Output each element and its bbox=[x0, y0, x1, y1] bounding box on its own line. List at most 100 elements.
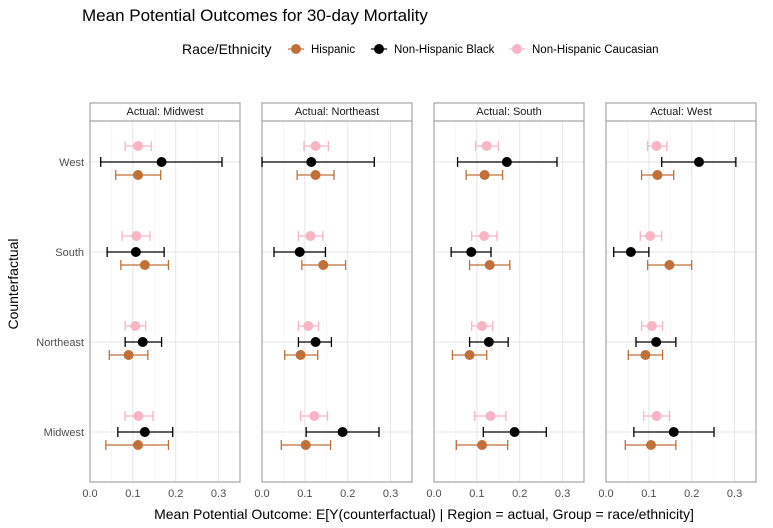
legend-key-dot bbox=[512, 44, 522, 54]
point-non-hispanic-black-northeast bbox=[483, 337, 494, 347]
series-non-hispanic-black bbox=[261, 157, 380, 437]
panel-strip-label: Actual: Midwest bbox=[126, 106, 203, 118]
y-tick-label-northeast: Northeast bbox=[36, 337, 84, 349]
point-non-hispanic-caucasian-northeast bbox=[130, 321, 141, 331]
y-tick-label-south: South bbox=[55, 247, 84, 259]
panel-grid bbox=[261, 121, 412, 482]
point-non-hispanic-black-south bbox=[466, 247, 477, 257]
series-non-hispanic-black bbox=[613, 157, 737, 437]
panel-strip-label: Actual: Northeast bbox=[295, 106, 379, 118]
x-tick-label: 0.2 bbox=[340, 488, 355, 500]
legend-key-dot bbox=[291, 44, 301, 54]
legend-label: Non-Hispanic Caucasian bbox=[532, 44, 659, 56]
legend-label: Non-Hispanic Black bbox=[394, 44, 495, 56]
panel-strip-label: Actual: South bbox=[476, 106, 541, 118]
point-hispanic-south bbox=[139, 260, 150, 270]
panel-border bbox=[261, 102, 413, 483]
panel-strip-label: Actual: West bbox=[650, 106, 712, 118]
x-tick-label: 0.0 bbox=[254, 488, 269, 500]
point-non-hispanic-caucasian-midwest bbox=[133, 411, 144, 421]
series-non-hispanic-caucasian bbox=[121, 141, 154, 421]
point-non-hispanic-caucasian-west bbox=[133, 141, 143, 151]
point-hispanic-northeast bbox=[640, 350, 651, 360]
x-tick-label: 0.0 bbox=[82, 488, 97, 500]
point-non-hispanic-black-northeast bbox=[137, 337, 148, 347]
point-non-hispanic-black-northeast bbox=[651, 337, 662, 347]
point-hispanic-northeast bbox=[295, 350, 306, 360]
x-tick-label: 0.2 bbox=[684, 488, 699, 500]
point-hispanic-midwest bbox=[646, 440, 656, 450]
series-hispanic bbox=[105, 170, 170, 450]
point-hispanic-midwest bbox=[300, 440, 311, 450]
point-non-hispanic-black-northeast bbox=[310, 337, 321, 347]
x-tick-label: 0.0 bbox=[426, 488, 441, 500]
point-non-hispanic-black-south bbox=[294, 247, 305, 257]
panel-border bbox=[605, 102, 757, 483]
x-tick-label: 0.1 bbox=[125, 488, 140, 500]
point-non-hispanic-black-south bbox=[130, 247, 141, 257]
panel-border bbox=[89, 102, 241, 483]
x-axis-title: Mean Potential Outcome: E[Y(counterfactu… bbox=[154, 506, 694, 522]
point-hispanic-midwest bbox=[477, 440, 487, 450]
point-hispanic-west bbox=[479, 170, 490, 180]
x-tick-label: 0.1 bbox=[297, 488, 312, 500]
panel-border bbox=[433, 102, 585, 483]
point-non-hispanic-caucasian-midwest bbox=[309, 411, 320, 421]
point-non-hispanic-black-midwest bbox=[139, 427, 150, 437]
panel-grid bbox=[605, 121, 756, 482]
point-non-hispanic-black-midwest bbox=[337, 427, 348, 437]
point-hispanic-northeast bbox=[464, 350, 475, 360]
chart-title: Mean Potential Outcomes for 30-day Morta… bbox=[82, 6, 428, 25]
legend-entry-non-hispanic-caucasian: Non-Hispanic Caucasian bbox=[509, 44, 659, 56]
point-non-hispanic-caucasian-northeast bbox=[646, 321, 657, 331]
series-non-hispanic-caucasian bbox=[639, 141, 671, 421]
x-tick-label: 0.0 bbox=[598, 488, 613, 500]
legend-entry-hispanic: Hispanic bbox=[288, 44, 355, 56]
x-tick-label: 0.2 bbox=[512, 488, 527, 500]
panel-grid bbox=[433, 121, 584, 482]
x-tick-label: 0.1 bbox=[641, 488, 656, 500]
point-non-hispanic-caucasian-west bbox=[651, 141, 662, 151]
point-non-hispanic-black-midwest bbox=[509, 427, 520, 437]
point-hispanic-west bbox=[133, 170, 143, 180]
point-hispanic-west bbox=[652, 170, 663, 180]
series-hispanic bbox=[280, 170, 347, 450]
point-non-hispanic-caucasian-south bbox=[131, 231, 142, 241]
point-non-hispanic-black-west bbox=[501, 157, 512, 167]
point-non-hispanic-caucasian-midwest bbox=[651, 411, 662, 421]
y-axis: Midwest Northeast South West bbox=[36, 157, 84, 439]
point-non-hispanic-black-south bbox=[625, 247, 636, 257]
legend-label: Hispanic bbox=[311, 44, 355, 56]
point-non-hispanic-black-west bbox=[694, 157, 704, 167]
point-non-hispanic-caucasian-south bbox=[479, 231, 490, 241]
point-hispanic-northeast bbox=[123, 350, 134, 360]
point-hispanic-west bbox=[310, 170, 321, 180]
panel-actual-south: Actual: South 0.0 0.1 0.2 0.3 bbox=[426, 102, 585, 500]
legend-key-dot bbox=[374, 44, 384, 54]
point-non-hispanic-caucasian-midwest bbox=[485, 411, 496, 421]
point-non-hispanic-caucasian-northeast bbox=[477, 321, 487, 331]
point-non-hispanic-black-midwest bbox=[668, 427, 679, 437]
point-non-hispanic-caucasian-west bbox=[310, 141, 321, 151]
point-non-hispanic-caucasian-south bbox=[305, 231, 316, 241]
point-non-hispanic-black-west bbox=[306, 157, 317, 167]
point-hispanic-south bbox=[318, 260, 329, 270]
point-hispanic-midwest bbox=[133, 440, 143, 450]
series-non-hispanic-caucasian bbox=[297, 141, 330, 421]
x-tick-label: 0.3 bbox=[383, 488, 398, 500]
panel-grid bbox=[89, 121, 240, 482]
y-tick-label-west: West bbox=[59, 157, 84, 169]
series-non-hispanic-caucasian bbox=[471, 141, 507, 421]
point-non-hispanic-caucasian-west bbox=[481, 141, 492, 151]
series-non-hispanic-black bbox=[100, 157, 223, 437]
panel-actual-northeast: Actual: Northeast 0.0 0.1 0.2 0.3 bbox=[254, 102, 413, 500]
y-tick-label-midwest: Midwest bbox=[44, 427, 84, 439]
x-tick-label: 0.1 bbox=[469, 488, 484, 500]
y-axis-title: Counterfactual bbox=[5, 238, 21, 329]
x-tick-label: 0.3 bbox=[211, 488, 226, 500]
series-hispanic bbox=[624, 170, 693, 450]
legend-entry-non-hispanic-black: Non-Hispanic Black bbox=[371, 44, 495, 56]
point-hispanic-south bbox=[664, 260, 675, 270]
